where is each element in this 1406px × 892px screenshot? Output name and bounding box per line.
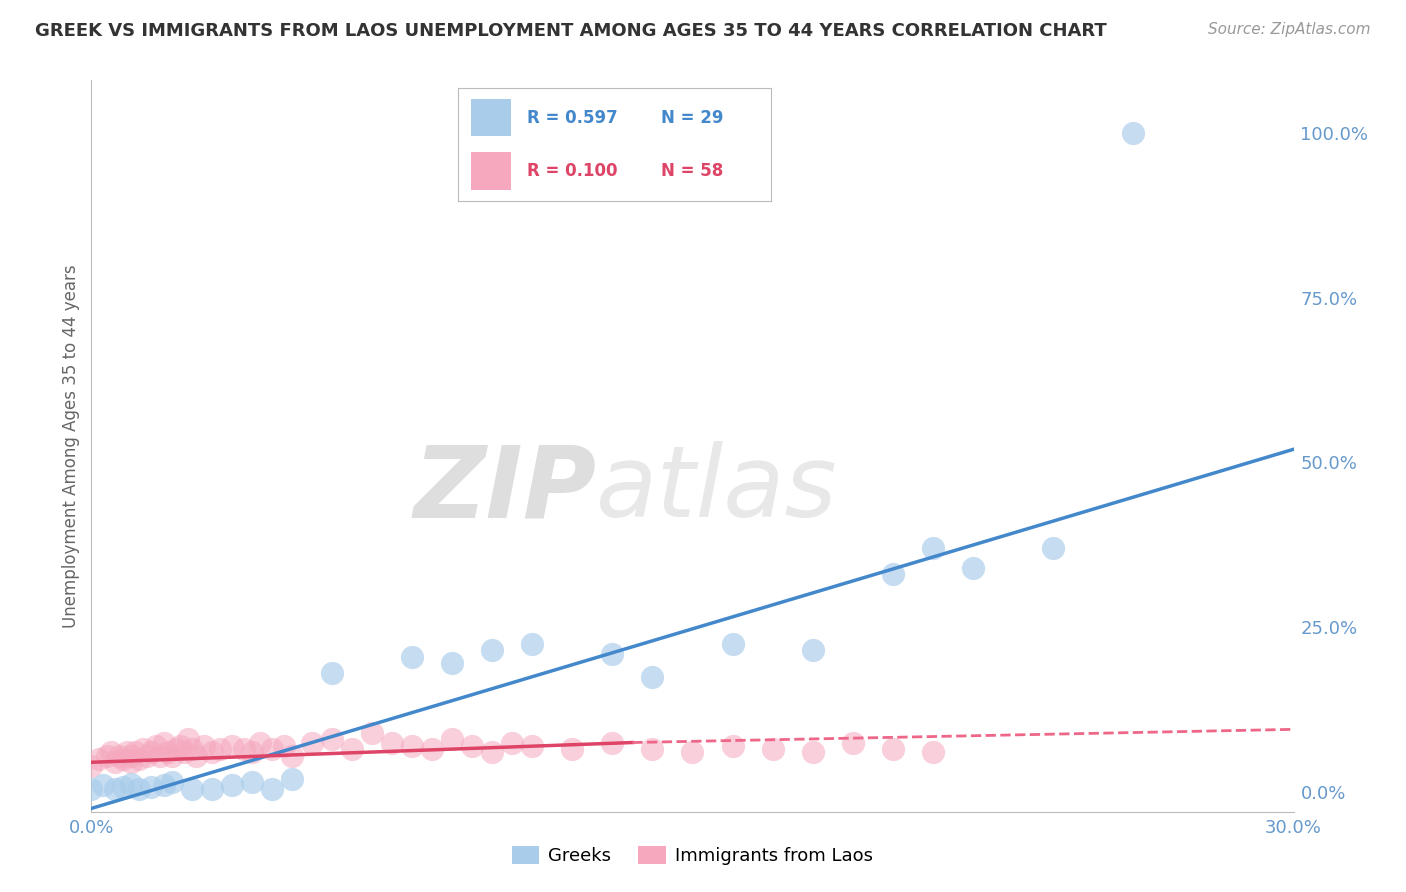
Point <box>165 742 187 756</box>
Point <box>156 746 179 760</box>
Point <box>762 742 785 756</box>
Point <box>401 739 423 753</box>
Point <box>1122 126 1144 140</box>
Point <box>721 739 744 753</box>
Point <box>260 742 283 756</box>
Point <box>273 739 295 753</box>
Point <box>201 781 224 796</box>
Point <box>301 735 323 749</box>
Point <box>232 742 254 756</box>
Point <box>124 746 146 760</box>
Point <box>100 746 122 760</box>
Point <box>128 752 150 766</box>
Point <box>440 657 463 671</box>
Point <box>321 666 343 681</box>
Point <box>80 781 103 796</box>
Point <box>128 781 150 796</box>
Point <box>360 725 382 739</box>
Point <box>152 778 174 792</box>
Point <box>281 748 304 763</box>
Point <box>96 748 118 763</box>
Legend: Greeks, Immigrants from Laos: Greeks, Immigrants from Laos <box>505 838 880 872</box>
Point <box>721 637 744 651</box>
Text: ZIP: ZIP <box>413 442 596 539</box>
Point <box>108 748 131 763</box>
Point <box>152 735 174 749</box>
Point <box>208 742 231 756</box>
Point <box>481 643 503 657</box>
Point <box>93 778 115 792</box>
Point <box>440 732 463 747</box>
Point <box>193 739 215 753</box>
Point <box>420 742 443 756</box>
Point <box>602 735 624 749</box>
Point <box>260 781 283 796</box>
Point <box>180 742 202 756</box>
Text: GREEK VS IMMIGRANTS FROM LAOS UNEMPLOYMENT AMONG AGES 35 TO 44 YEARS CORRELATION: GREEK VS IMMIGRANTS FROM LAOS UNEMPLOYME… <box>35 22 1107 40</box>
Point <box>240 746 263 760</box>
Point <box>160 748 183 763</box>
Point <box>522 637 544 651</box>
Point <box>136 748 159 763</box>
Point <box>180 781 202 796</box>
Point <box>882 567 904 582</box>
Point <box>801 643 824 657</box>
Point <box>132 742 155 756</box>
Point <box>801 746 824 760</box>
Point <box>481 746 503 760</box>
Point <box>522 739 544 753</box>
Point <box>340 742 363 756</box>
Point <box>321 732 343 747</box>
Point <box>962 561 984 575</box>
Point <box>104 756 127 770</box>
Point <box>381 735 404 749</box>
Point <box>141 746 163 760</box>
Point <box>561 742 583 756</box>
Point <box>104 781 127 796</box>
Point <box>141 780 163 794</box>
Y-axis label: Unemployment Among Ages 35 to 44 years: Unemployment Among Ages 35 to 44 years <box>62 264 80 628</box>
Point <box>841 735 863 749</box>
Point <box>169 739 191 753</box>
Point <box>249 735 271 749</box>
Point <box>602 647 624 661</box>
Point <box>641 670 664 684</box>
Point <box>112 780 135 794</box>
Point <box>461 739 484 753</box>
Point <box>145 739 167 753</box>
Point <box>112 752 135 766</box>
Point <box>882 742 904 756</box>
Point <box>401 649 423 664</box>
Point <box>80 758 103 772</box>
Text: atlas: atlas <box>596 442 838 539</box>
Point <box>221 778 243 792</box>
Point <box>148 748 170 763</box>
Point <box>221 739 243 753</box>
Point <box>184 748 207 763</box>
Point <box>176 732 198 747</box>
Point <box>922 541 945 556</box>
Text: Source: ZipAtlas.com: Source: ZipAtlas.com <box>1208 22 1371 37</box>
Point <box>641 742 664 756</box>
Point <box>1042 541 1064 556</box>
Point <box>121 756 143 770</box>
Point <box>121 748 143 763</box>
Point <box>281 772 304 786</box>
Point <box>501 735 523 749</box>
Point <box>201 746 224 760</box>
Point <box>160 775 183 789</box>
Point <box>922 746 945 760</box>
Point <box>240 775 263 789</box>
Point <box>89 752 111 766</box>
Point <box>121 777 143 791</box>
Point <box>681 746 703 760</box>
Point <box>173 746 195 760</box>
Point <box>117 746 139 760</box>
